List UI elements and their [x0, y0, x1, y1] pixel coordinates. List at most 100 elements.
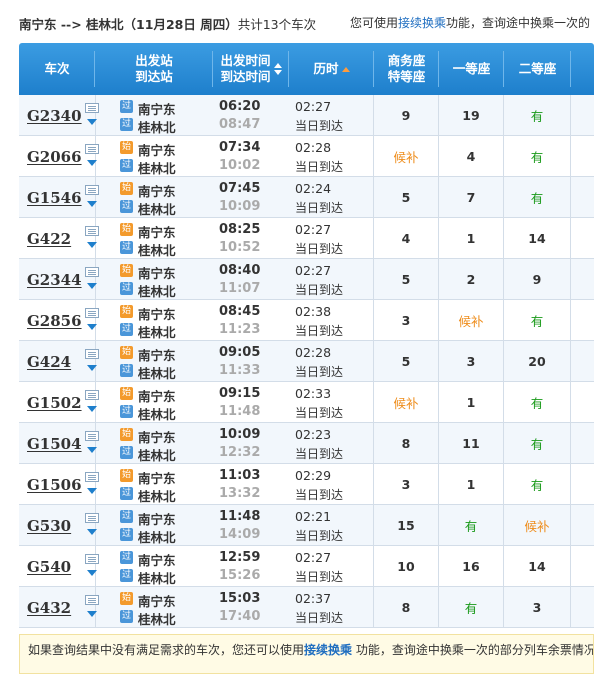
expand-stops-icon[interactable]: [87, 201, 97, 207]
more-seat-cell: [571, 177, 594, 217]
train-number-link[interactable]: G1504: [27, 435, 82, 453]
second-class-count: 有: [504, 136, 571, 176]
depart-time: 08:40: [219, 263, 261, 278]
train-info-icon[interactable]: [85, 349, 99, 359]
train-info-icon[interactable]: [85, 390, 99, 400]
station-cell: 始南宁东过桂林北: [117, 587, 213, 627]
expand-stops-icon[interactable]: [87, 242, 97, 248]
to-station: 桂林北: [138, 243, 176, 258]
first-class-count: 7: [439, 177, 504, 217]
duration: 02:27: [295, 263, 332, 278]
to-station: 桂林北: [138, 612, 176, 627]
train-info-icon[interactable]: [85, 185, 99, 195]
arrival-day: 当日到达: [295, 324, 344, 338]
depart-time: 06:20: [219, 99, 261, 114]
train-number-link[interactable]: G2340: [27, 107, 82, 125]
duration: 02:33: [295, 386, 332, 401]
train-number-link[interactable]: G424: [27, 353, 72, 371]
train-info-icon[interactable]: [85, 226, 99, 236]
from-station: 南宁东: [138, 594, 176, 609]
col-duration-sort[interactable]: 历时: [289, 43, 374, 95]
expand-stops-icon[interactable]: [87, 283, 97, 289]
duration-cell: 02:24 当日到达: [289, 177, 374, 217]
duration-cell: 02:27 当日到达: [289, 259, 374, 299]
first-class-count: 4: [439, 136, 504, 176]
duration: 02:38: [295, 304, 332, 319]
arrive-time: 17:40: [219, 609, 261, 624]
first-class-count: 11: [439, 423, 504, 463]
train-info-icon[interactable]: [85, 267, 99, 277]
train-info-icon[interactable]: [85, 595, 99, 605]
business-seat-count: 8: [374, 587, 439, 627]
footer-transfer-link[interactable]: 接续换乘: [304, 643, 353, 657]
first-class-count: 3: [439, 341, 504, 381]
train-cell: G1546: [19, 177, 99, 217]
duration-cell: 02:21 当日到达: [289, 505, 374, 545]
to-station: 桂林北: [138, 161, 176, 176]
train-number-link[interactable]: G2066: [27, 148, 82, 166]
expand-stops-icon[interactable]: [87, 365, 97, 371]
train-info-icon[interactable]: [85, 431, 99, 441]
from-station: 南宁东: [138, 225, 176, 240]
business-seat-count: 10: [374, 546, 439, 586]
col-time-sort[interactable]: 出发时间 到达时间: [213, 43, 289, 95]
train-info-icon[interactable]: [85, 144, 99, 154]
train-info-icon[interactable]: [85, 554, 99, 564]
train-number-link[interactable]: G1506: [27, 476, 82, 494]
train-info-icon[interactable]: [85, 308, 99, 318]
train-number-link[interactable]: G540: [27, 558, 72, 576]
train-number-link[interactable]: G1546: [27, 189, 82, 207]
expand-stops-icon[interactable]: [87, 529, 97, 535]
train-info-icon[interactable]: [85, 513, 99, 523]
duration: 02:24: [295, 181, 332, 196]
more-seat-cell: [571, 382, 594, 422]
to-badge: 过: [120, 118, 133, 131]
route-summary: 南宁东 --> 桂林北（11月28日 周四）共计13个车次: [19, 14, 316, 33]
expand-stops-icon[interactable]: [87, 324, 97, 330]
duration-cell: 02:23 当日到达: [289, 423, 374, 463]
arrival-day: 当日到达: [295, 160, 344, 174]
duration: 02:28: [295, 140, 332, 155]
train-number-link[interactable]: G1502: [27, 394, 82, 412]
train-number-link[interactable]: G422: [27, 230, 72, 248]
time-cell: 08:45 11:23: [213, 300, 299, 340]
from-station: 南宁东: [138, 471, 176, 486]
second-class-count: 有: [504, 177, 571, 217]
station-cell: 始南宁东过桂林北: [117, 341, 213, 381]
more-seat-cell: [571, 587, 594, 627]
station-cell: 始南宁东过桂林北: [117, 382, 213, 422]
train-number-link[interactable]: G432: [27, 599, 72, 617]
expand-stops-icon[interactable]: [87, 488, 97, 494]
train-cell: G2066: [19, 136, 99, 176]
train-number-link[interactable]: G2856: [27, 312, 82, 330]
expand-stops-icon[interactable]: [87, 119, 97, 125]
train-cell: G2340: [19, 95, 99, 135]
duration-cell: 02:28 当日到达: [289, 341, 374, 381]
train-number-link[interactable]: G2344: [27, 271, 82, 289]
train-number-link[interactable]: G530: [27, 517, 72, 535]
table-row: G2340 过南宁东过桂林北 06:20 08:47 02:27 当日到达 9 19 有: [19, 95, 594, 136]
time-cell: 08:40 11:07: [213, 259, 299, 299]
expand-stops-icon[interactable]: [87, 406, 97, 412]
from-badge: 始: [120, 141, 133, 154]
from-badge: 过: [120, 100, 133, 113]
arrive-time: 10:02: [219, 158, 261, 173]
second-class-count: 有: [504, 464, 571, 504]
train-info-icon[interactable]: [85, 472, 99, 482]
col-train-label: 车次: [44, 61, 70, 76]
depart-time: 09:15: [219, 386, 261, 401]
table-row: G2066 始南宁东过桂林北 07:34 10:02 02:28 当日到达 候补 4 有: [19, 136, 594, 177]
from-station: 南宁东: [138, 348, 176, 363]
arrive-time: 11:33: [219, 363, 261, 378]
train-info-icon[interactable]: [85, 103, 99, 113]
expand-stops-icon[interactable]: [87, 160, 97, 166]
to-badge: 过: [120, 159, 133, 172]
first-class-count: 19: [439, 95, 504, 135]
expand-stops-icon[interactable]: [87, 611, 97, 617]
expand-stops-icon[interactable]: [87, 570, 97, 576]
expand-stops-icon[interactable]: [87, 447, 97, 453]
to-badge: 过: [120, 487, 133, 500]
duration-cell: 02:27 当日到达: [289, 546, 374, 586]
transfer-link[interactable]: 接续换乘: [398, 16, 447, 30]
from-badge: 始: [120, 592, 133, 605]
